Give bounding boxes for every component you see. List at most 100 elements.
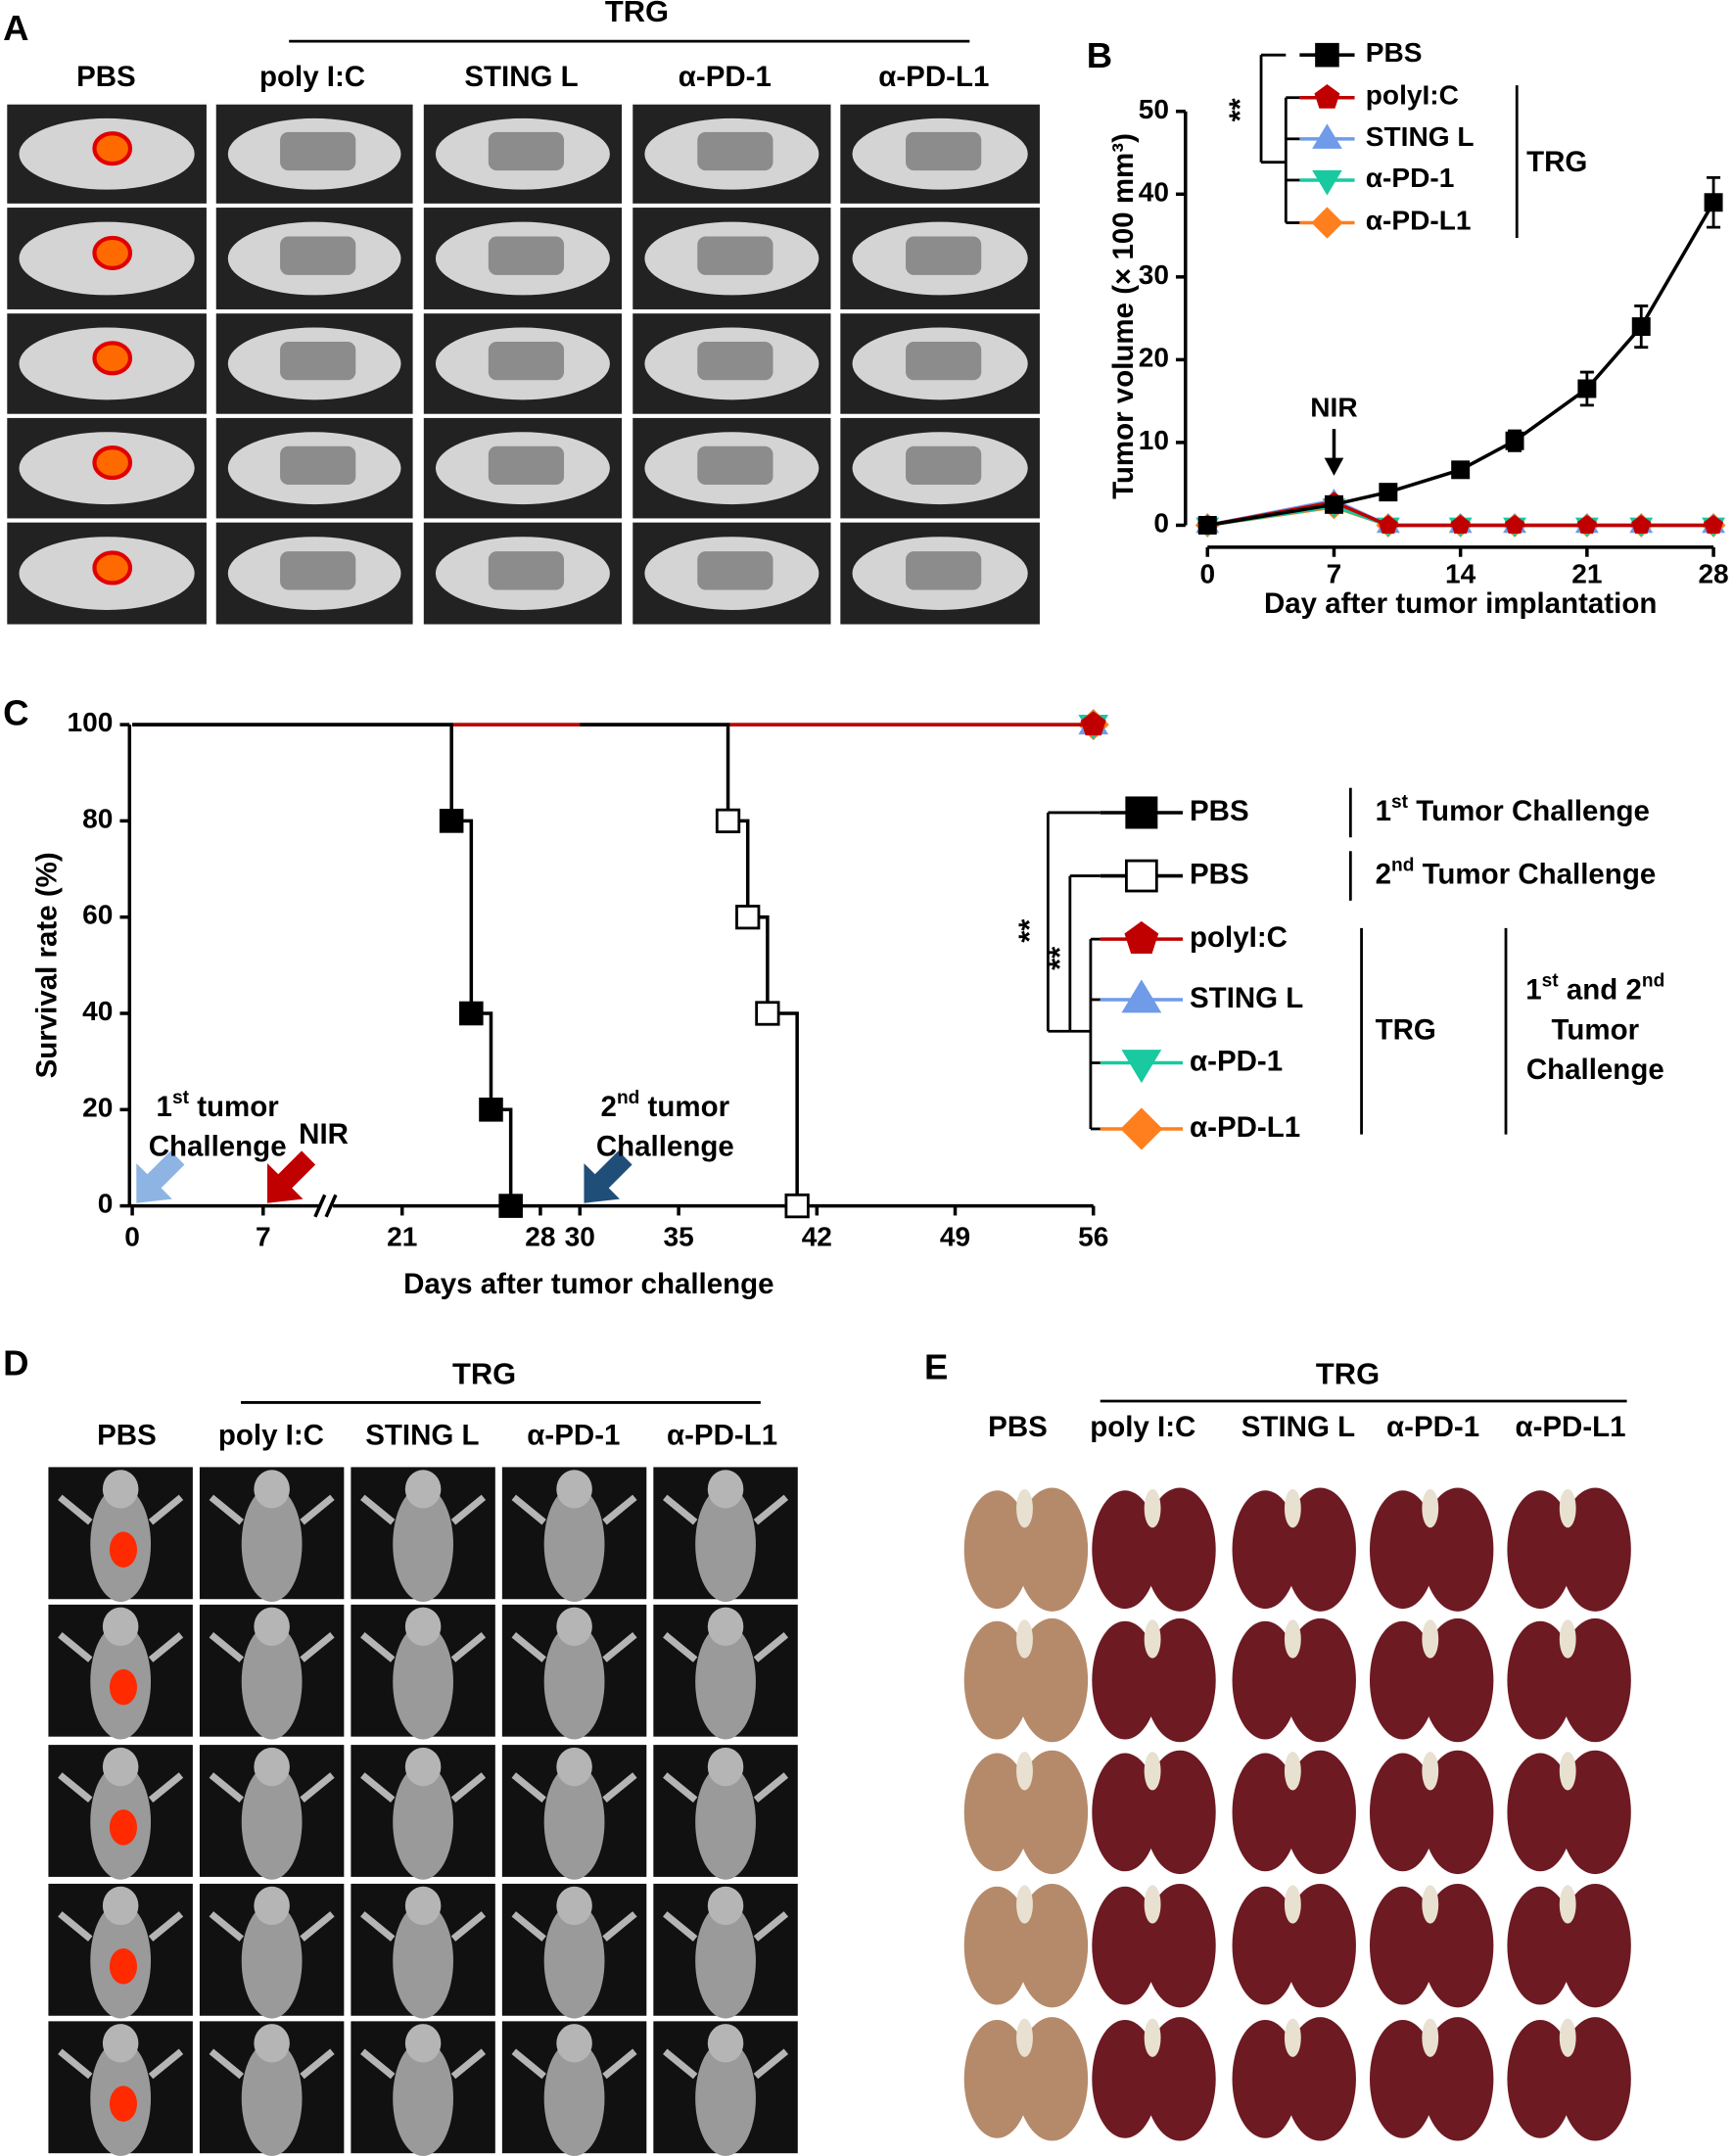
annotation-arrow xyxy=(584,1150,632,1203)
column-header: α-PD-L1 xyxy=(667,1419,777,1451)
trachea xyxy=(1559,1752,1576,1791)
mouse-head xyxy=(102,1886,139,1926)
tumor-signal xyxy=(109,1809,137,1846)
x-tick-label: 21 xyxy=(387,1222,417,1252)
column-header: PBS xyxy=(988,1411,1048,1443)
y-tick-label: 100 xyxy=(68,708,114,738)
treated-area xyxy=(280,341,356,381)
group-label: 1st and 2nd xyxy=(1525,970,1664,1006)
marker xyxy=(1378,514,1398,535)
y-tick-label: 0 xyxy=(1153,508,1169,539)
legend-group: 1st Tumor Challenge xyxy=(1376,792,1650,827)
marker xyxy=(735,905,761,930)
marker xyxy=(1197,515,1217,535)
annotation-arrowhead xyxy=(1324,457,1344,476)
trachea xyxy=(1016,1752,1033,1791)
legend-label: α-PD-L1 xyxy=(1190,1111,1300,1144)
group-label: TRG xyxy=(1526,146,1587,178)
tumor-signal xyxy=(92,550,133,586)
y-axis-label: Tumor volume (× 100 mm³) xyxy=(1107,133,1140,499)
annotation: NIR xyxy=(299,1118,349,1150)
mouse-head xyxy=(556,1607,592,1646)
legend-label: PBS xyxy=(1366,38,1423,69)
mouse-limbs xyxy=(360,1494,487,1525)
lung-right xyxy=(1559,2017,1631,2141)
treated-area xyxy=(280,236,356,275)
mouse-head xyxy=(404,1747,442,1787)
panel-letter: B xyxy=(1087,35,1112,75)
mouse-limbs xyxy=(58,1772,184,1803)
panel-letter: C xyxy=(3,692,28,732)
trachea xyxy=(1422,1488,1439,1528)
marker xyxy=(498,1194,523,1218)
mouse-limbs xyxy=(209,1494,335,1525)
treated-area xyxy=(697,445,773,486)
legend-marker xyxy=(1315,42,1339,68)
marker xyxy=(1451,460,1471,480)
y-tick-label: 10 xyxy=(1139,425,1169,455)
treated-area xyxy=(488,445,565,486)
treated-area xyxy=(906,131,982,171)
trachea xyxy=(1016,1619,1033,1659)
column-header: poly I:C xyxy=(259,61,365,93)
lung-right xyxy=(1016,1487,1089,1612)
lung-left xyxy=(1369,1886,1436,2005)
lung-right xyxy=(1144,1617,1216,1743)
trachea xyxy=(1422,1885,1439,1924)
mouse-head xyxy=(707,1886,744,1926)
legend-marker xyxy=(1120,1107,1163,1150)
y-tick-label: 40 xyxy=(82,996,113,1026)
mouse-limbs xyxy=(511,1772,637,1803)
trachea xyxy=(1016,1488,1033,1528)
legend-marker xyxy=(1312,169,1342,196)
mouse-head xyxy=(254,2024,290,2063)
treated-area xyxy=(488,236,565,275)
lung-left xyxy=(1232,1620,1298,1740)
column-header: poly I:C xyxy=(218,1419,324,1451)
marker xyxy=(1324,494,1343,514)
column-header: α-PD-L1 xyxy=(878,61,989,93)
x-tick-label: 42 xyxy=(802,1222,832,1252)
mouse-limbs xyxy=(663,1911,789,1942)
trachea xyxy=(1144,1619,1161,1659)
lung-right xyxy=(1284,1883,1356,2008)
lung-left xyxy=(1092,1753,1158,1872)
treated-area xyxy=(697,236,773,275)
marker xyxy=(1379,483,1398,502)
mouse-body xyxy=(393,1902,453,2019)
marker xyxy=(1577,379,1597,398)
legend-marker xyxy=(1311,207,1343,239)
lung-left xyxy=(963,1753,1031,1872)
x-tick-label: 0 xyxy=(1199,559,1215,589)
mouse-body xyxy=(241,1902,303,2019)
mouse-limbs xyxy=(511,1494,637,1525)
marker xyxy=(1080,711,1106,736)
trachea xyxy=(1144,1488,1161,1528)
lung-left xyxy=(963,1620,1031,1740)
trachea xyxy=(1422,2018,1439,2057)
treated-area xyxy=(697,131,773,171)
mouse-limbs xyxy=(360,1632,487,1663)
lung-right xyxy=(1284,1487,1356,1612)
mouse-head xyxy=(707,1470,744,1509)
x-tick-label: 28 xyxy=(525,1222,555,1252)
y-axis-label: Survival rate (%) xyxy=(30,852,63,1078)
lung-right xyxy=(1144,1883,1216,2008)
legend-label: polyI:C xyxy=(1190,921,1288,954)
group-label: TRG xyxy=(1316,1357,1380,1391)
panel-letter: D xyxy=(3,1342,28,1383)
treated-area xyxy=(906,551,982,590)
axis-break xyxy=(313,1194,338,1218)
lung-left xyxy=(1092,1620,1158,1740)
lung-right xyxy=(1016,1750,1089,1875)
mouse-head xyxy=(707,2024,744,2063)
step-segment xyxy=(727,819,750,917)
tumor-signal xyxy=(92,131,133,166)
annotation: 2nd tumor xyxy=(601,1087,730,1122)
mouse-body xyxy=(241,1763,303,1880)
mouse-head xyxy=(707,1747,744,1787)
mouse-limbs xyxy=(360,2048,487,2080)
trachea xyxy=(1284,1619,1301,1659)
annotation-arrow xyxy=(266,1150,316,1203)
mouse-head xyxy=(254,1607,290,1646)
